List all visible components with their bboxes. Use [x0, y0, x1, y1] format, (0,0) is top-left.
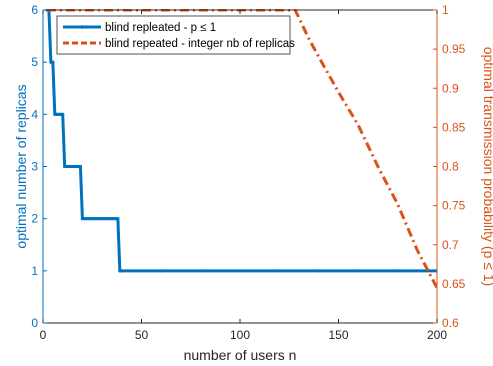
y-left-tick-label: 5	[31, 55, 38, 69]
y-right-tick-label: 1	[442, 3, 449, 17]
x-tick-label: 100	[230, 328, 250, 342]
legend-marker-1	[80, 25, 84, 29]
series-point	[78, 164, 83, 169]
y-left-tick-label: 0	[31, 316, 38, 330]
series-point	[238, 269, 242, 273]
series-point	[356, 269, 360, 273]
x-tick-label: 200	[427, 328, 447, 342]
legend-label-1: blind repleated - p ≤ 1	[105, 22, 216, 34]
y-right-tick-label: 0.65	[442, 277, 466, 291]
legend-box	[56, 15, 291, 55]
y-right-tick-label: 0.9	[442, 81, 459, 95]
series-point	[199, 269, 203, 273]
x-axis-title: number of users n	[184, 347, 297, 363]
y-right-axis-title: optimal transmission probability (p ≤ 1)	[481, 47, 493, 287]
series-point	[120, 269, 124, 273]
y-left-tick-label: 2	[31, 212, 38, 226]
y-left-tick-label: 4	[31, 107, 38, 121]
legend-label-2: blind repeated - integer nb of replicas	[105, 38, 295, 50]
series-point	[317, 269, 321, 273]
series-point	[159, 269, 163, 273]
y-right-tick-label: 0.7	[442, 238, 459, 252]
x-tick-label: 150	[328, 328, 348, 342]
x-tick-label: 50	[135, 328, 149, 342]
y-right-tick-label: 0.85	[442, 120, 466, 134]
y-left-tick-label: 3	[31, 160, 38, 174]
series-point	[51, 60, 55, 64]
y-left-axis-title: optimal number of replicas	[13, 84, 29, 248]
y-right-tick-label: 0.95	[442, 42, 466, 56]
series-point	[396, 269, 400, 273]
series-point	[277, 269, 281, 273]
y-right-tick-label: 0.6	[442, 316, 459, 330]
axes-layer: 0 50 100 150 200 0 1 2 3 4 5 6 0.6 0.65 0.7 0.75 0.8 0.85…	[13, 3, 493, 363]
legend: blind repleated - p ≤ 1 blind repeated - …	[56, 15, 295, 55]
series-point	[61, 112, 65, 116]
x-tick-label: 0	[40, 328, 47, 342]
series-point	[116, 217, 120, 221]
y-left-tick-label: 1	[31, 264, 38, 278]
y-right-tick-label: 0.8	[442, 160, 459, 174]
y-right-tick-label: 0.75	[442, 199, 466, 213]
y-left-tick-label: 6	[31, 3, 38, 17]
